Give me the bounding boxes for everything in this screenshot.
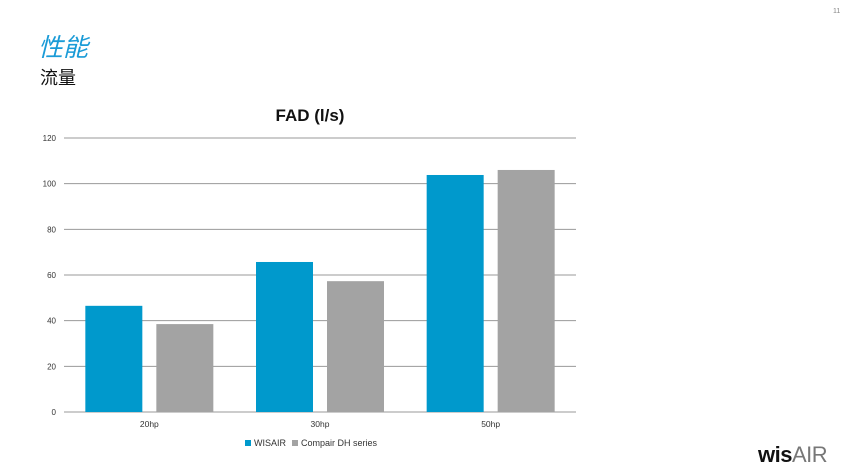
bar-compair-dh-series-30hp bbox=[327, 281, 384, 412]
legend-label: Compair DH series bbox=[301, 438, 378, 448]
y-tick-label: 120 bbox=[43, 134, 57, 143]
y-tick-label: 20 bbox=[47, 362, 56, 371]
slide-title: 性能 bbox=[38, 33, 89, 62]
bar-wisair-50hp bbox=[426, 174, 484, 412]
bar-compair-dh-series-20hp bbox=[156, 324, 214, 412]
y-tick-label: 60 bbox=[47, 271, 56, 280]
page-number: 11 bbox=[833, 8, 841, 15]
bar-compair-dh-series-50hp bbox=[497, 169, 555, 412]
y-tick-label: 40 bbox=[47, 317, 56, 326]
legend-item-compair: Compair DH series bbox=[292, 438, 377, 448]
slide-subtitle: 流量 bbox=[40, 68, 76, 89]
y-tick-label: 0 bbox=[52, 408, 57, 417]
y-tick-label: 100 bbox=[43, 180, 57, 189]
bar-wisair-20hp bbox=[85, 305, 143, 412]
legend-label: WISAIR bbox=[254, 438, 287, 448]
chart-title: FAD (l/s) bbox=[275, 106, 345, 125]
legend-swatch bbox=[245, 440, 251, 446]
x-tick-label: 30hp bbox=[311, 419, 330, 429]
wisair-logo: wisAIR bbox=[758, 442, 828, 467]
legend-item-wisair: WISAIR bbox=[245, 438, 286, 448]
x-tick-label: 50hp bbox=[481, 419, 500, 429]
y-tick-label: 80 bbox=[47, 225, 56, 234]
bar-wisair-30hp bbox=[256, 261, 313, 412]
legend-swatch bbox=[292, 440, 299, 446]
chart-legend: WISAIR Compair DH series bbox=[245, 438, 377, 448]
x-tick-label: 20hp bbox=[140, 419, 159, 429]
